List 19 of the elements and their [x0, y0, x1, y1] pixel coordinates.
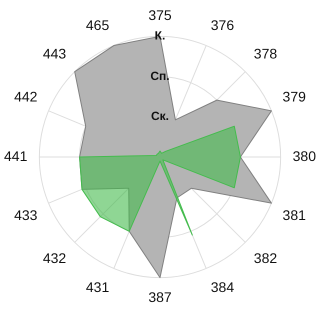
spoke-label: 379: [282, 88, 306, 105]
spoke-label: 380: [292, 148, 316, 164]
spoke-label: 376: [210, 16, 234, 33]
spoke-label: 433: [14, 207, 38, 224]
spoke-label: 378: [254, 46, 278, 62]
spoke-label: 381: [282, 207, 306, 224]
spoke-label: 382: [254, 250, 278, 266]
spoke-label: 384: [210, 278, 234, 295]
spoke-label: 465: [86, 16, 110, 33]
spoke-label: 442: [14, 88, 38, 105]
y-tick-label: Ск.: [150, 109, 170, 124]
spoke-label: 387: [148, 288, 172, 305]
spoke-label: 441: [4, 148, 28, 164]
spoke-label: 431: [86, 278, 110, 295]
y-tick-label: Сп.: [150, 68, 170, 83]
spoke-label: 375: [148, 6, 172, 23]
y-tick-label: К.: [154, 28, 166, 43]
spoke-label: 432: [42, 250, 66, 266]
spoke-label: 443: [42, 46, 66, 62]
